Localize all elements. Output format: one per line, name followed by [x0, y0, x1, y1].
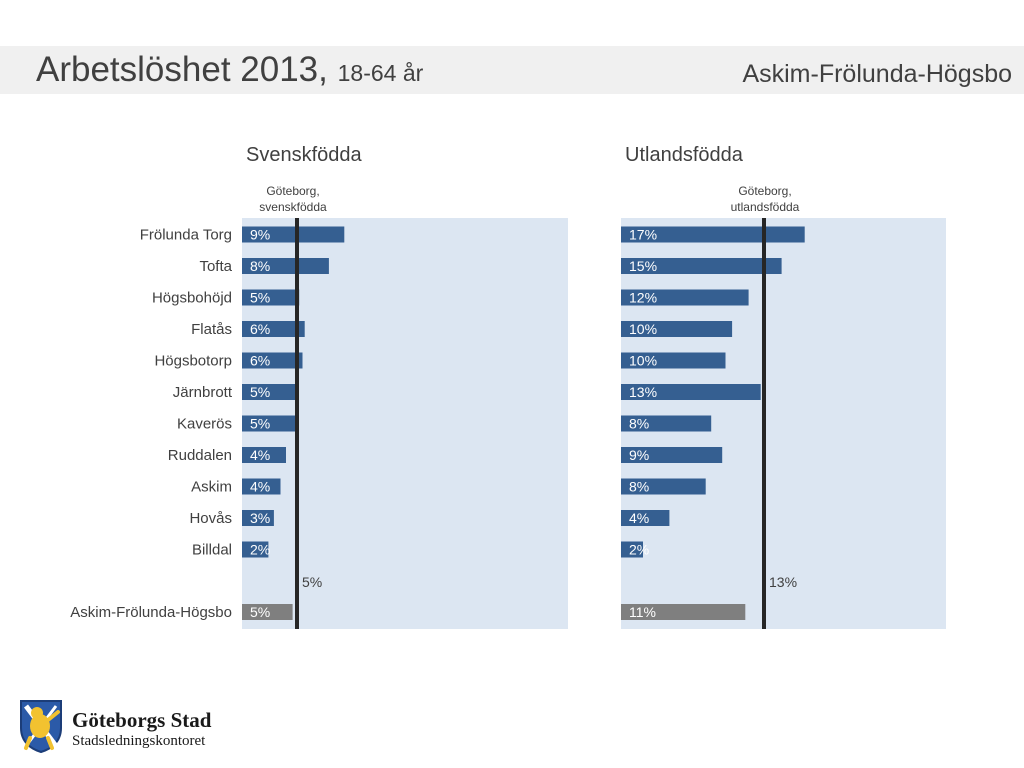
reference-label-line2: utlandsfödda	[730, 200, 800, 214]
bar-utlandsfodda	[621, 415, 712, 432]
bar-svenskfodda	[242, 258, 329, 274]
bar-data-label: 3%	[250, 510, 270, 526]
bar-svenskfodda	[242, 321, 305, 337]
reference-value-label: 13%	[769, 574, 797, 590]
bar-data-label: 10%	[629, 353, 657, 369]
bar-data-label: 4%	[250, 447, 270, 463]
bar-utlandsfodda	[621, 447, 723, 463]
category-label: Ruddalen	[168, 447, 232, 464]
goteborg-lion-shield-icon	[20, 700, 62, 754]
bar-data-label: 2%	[250, 542, 270, 558]
area-name: Askim-Frölunda-Högsbo	[742, 60, 1012, 88]
total-bar-data-label: 11%	[629, 604, 656, 620]
category-label: Kaverös	[177, 416, 232, 433]
bar-data-label: 5%	[250, 290, 270, 306]
bar-data-label: 10%	[629, 321, 657, 337]
page-subtitle: 18-64 år	[337, 60, 424, 86]
bar-utlandsfodda	[621, 321, 733, 337]
reference-label-utlandsfodda: Göteborg, utlandsfödda	[705, 183, 825, 215]
bar-utlandsfodda	[621, 352, 726, 369]
bar-data-label: 5%	[250, 416, 270, 432]
reference-label-line1: Göteborg,	[738, 184, 792, 198]
page-title: Arbetslöshet 2013, 18-64 år	[36, 50, 423, 90]
bar-utlandsfodda	[621, 478, 706, 495]
panel-title-svenskfodda: Svenskfödda	[246, 144, 362, 166]
bar-data-label: 8%	[250, 258, 270, 274]
bar-data-label: 8%	[629, 479, 649, 495]
bar-data-label: 8%	[629, 416, 649, 432]
bar-svenskfodda	[242, 510, 274, 526]
total-category-label: Askim-Frölunda-Högsbo	[70, 604, 232, 621]
logo-department: Stadsledningskontoret	[72, 733, 206, 749]
page-title-main: Arbetslöshet 2013,	[36, 50, 328, 89]
category-label: Billdal	[192, 542, 232, 559]
reference-value-label: 5%	[302, 574, 322, 590]
category-label: Flatås	[191, 321, 232, 338]
category-label: Askim	[191, 479, 232, 496]
reference-label-svenskfodda: Göteborg, svenskfödda	[233, 183, 353, 215]
logo-name: Göteborgs Stad	[72, 708, 212, 732]
header-band	[0, 46, 1024, 94]
bar-data-label: 4%	[250, 479, 270, 495]
bar-data-label: 2%	[629, 542, 649, 558]
bar-utlandsfodda	[621, 510, 670, 526]
bar-data-label: 13%	[629, 384, 657, 400]
total-bar-utlandsfodda	[621, 604, 746, 620]
bar-data-label: 9%	[250, 227, 270, 243]
bar-svenskfodda	[242, 289, 300, 306]
bar-data-label: 9%	[629, 447, 649, 463]
bar-data-label: 6%	[250, 353, 270, 369]
bar-data-label: 17%	[629, 227, 657, 243]
category-label: Hovås	[189, 510, 232, 527]
bar-utlandsfodda	[621, 226, 805, 243]
bar-svenskfodda	[242, 226, 345, 243]
bar-svenskfodda	[242, 352, 303, 369]
bar-svenskfodda	[242, 541, 269, 558]
bar-svenskfodda	[242, 447, 286, 463]
bar-data-label: 15%	[629, 258, 657, 274]
reference-label-line1: Göteborg,	[266, 184, 320, 198]
bar-utlandsfodda	[621, 384, 761, 400]
bar-data-label: 4%	[629, 510, 649, 526]
bar-svenskfodda	[242, 415, 296, 432]
category-label: Högsbohöjd	[152, 290, 232, 307]
category-label: Tofta	[199, 258, 232, 275]
reference-label-line2: svenskfödda	[259, 200, 327, 214]
bar-data-label: 6%	[250, 321, 270, 337]
bar-svenskfodda	[242, 478, 281, 495]
bar-utlandsfodda	[621, 289, 749, 306]
category-label: Frölunda Torg	[140, 227, 232, 244]
category-label: Järnbrott	[173, 384, 233, 401]
category-label: Högsbotorp	[154, 353, 232, 370]
total-bar-svenskfodda	[242, 604, 293, 620]
bar-utlandsfodda	[621, 258, 782, 274]
panel-title-utlandsfodda: Utlandsfödda	[625, 144, 743, 166]
bar-svenskfodda	[242, 384, 296, 400]
bar-utlandsfodda	[621, 541, 643, 558]
bar-data-label: 12%	[629, 290, 657, 306]
total-bar-data-label: 5%	[250, 604, 270, 620]
bar-data-label: 5%	[250, 384, 270, 400]
